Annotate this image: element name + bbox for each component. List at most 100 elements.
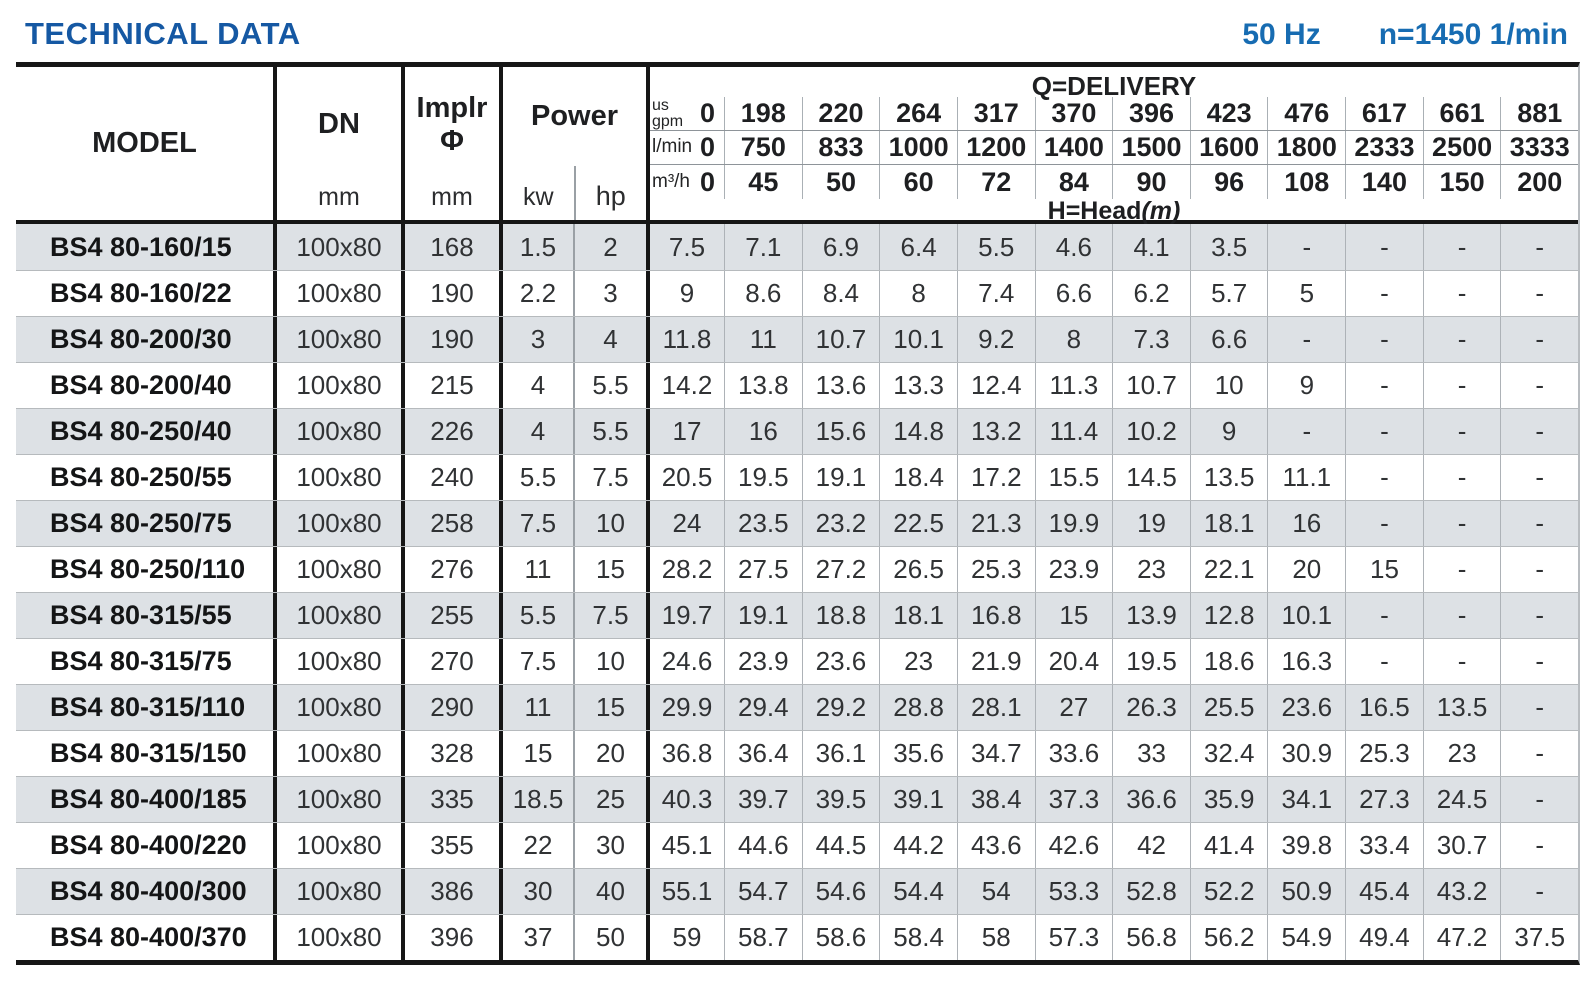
head-value-cell: -	[1535, 876, 1545, 906]
model-cell: BS4 80-400/185	[16, 777, 277, 822]
speed-label: n=1450 1/min	[1378, 18, 1568, 51]
flow-unit-label: m³/h	[652, 170, 690, 192]
head-value-cell: 39.7	[725, 777, 803, 822]
head-value-cell: 23.2	[803, 501, 881, 546]
head-value-cell: 5.7	[1191, 271, 1269, 316]
dn-cell: 100x80	[277, 777, 405, 822]
head-value-cell: -	[1535, 692, 1545, 722]
head-value-cell: -	[1346, 501, 1424, 546]
head-value-cell: 24.5	[1424, 777, 1502, 822]
head-value-cell: 5	[1268, 271, 1347, 316]
head-value-cell: -	[1424, 271, 1502, 316]
head-value-cell: 22.5	[880, 501, 958, 546]
head-value-cell: -	[1424, 455, 1502, 500]
impeller-cell: 190	[405, 317, 503, 362]
head-row-label: H=Head(m)	[650, 197, 1578, 225]
flow-unit-label: l/min	[652, 136, 693, 158]
flow-unit-row: m³/h 0 45 50 60 72 84 90 96 108 140 150 200	[650, 165, 1578, 199]
head-value-cell: 10	[1191, 363, 1269, 408]
head-value-cell: 14.8	[880, 409, 958, 454]
head-value-cell: -	[1424, 639, 1502, 684]
head-value-cell: 35.9	[1191, 777, 1269, 822]
dn-cell: 100x80	[277, 271, 405, 316]
head-value-cell: 44.6	[725, 823, 803, 868]
head-value-cell: -	[1424, 501, 1502, 546]
flow-value-cell: 881	[1517, 98, 1563, 128]
flow-value-cell: 198	[725, 97, 803, 130]
head-value-cell: -	[1535, 508, 1545, 538]
head-value-cell: 52.2	[1191, 869, 1269, 914]
head-value-cell: 21.3	[958, 501, 1036, 546]
head-value-cell: 10.2	[1113, 409, 1191, 454]
head-value-cell: 11.1	[1268, 455, 1347, 500]
flow-first-cell: l/min 0	[650, 131, 725, 164]
flow-value-cell: 423	[1191, 97, 1269, 130]
head-value-cell: 24.6	[650, 639, 725, 684]
head-value-cell: 28.8	[880, 685, 958, 730]
table-header: MODEL DN mm Implr Φ mm Power kw hp Q=DEL…	[16, 67, 1578, 224]
power-hp-cell: 40	[575, 869, 650, 914]
head-value-cell: 13.3	[880, 363, 958, 408]
table-row: BS4 80-400/185 100x80 335 18.5 25 40.3 39.7 39.…	[16, 776, 1578, 822]
head-value-cell: -	[1535, 370, 1545, 400]
head-value-cell: 29.2	[803, 685, 881, 730]
power-hp-cell: 7.5	[575, 455, 650, 500]
power-hp-cell: 25	[575, 777, 650, 822]
head-value-cell: 8	[1036, 317, 1114, 362]
head-value-cell: 15	[1036, 593, 1114, 638]
head-value-cell: 55.1	[650, 869, 725, 914]
head-value-cell: 23.9	[1036, 547, 1114, 592]
technical-data-table: MODEL DN mm Implr Φ mm Power kw hp Q=DEL…	[16, 62, 1580, 965]
head-value-cell: -	[1535, 416, 1545, 446]
head-value-cell: -	[1346, 224, 1424, 270]
head-value-cell: 39.8	[1268, 823, 1347, 868]
head-value-cell: 52.8	[1113, 869, 1191, 914]
head-value-cell: 56.2	[1191, 915, 1269, 960]
head-value-cell: -	[1535, 231, 1545, 262]
flow-value-cell: 1500	[1113, 131, 1191, 164]
head-value-cell: 23.9	[725, 639, 803, 684]
delivery-title: Q=DELIVERY	[1031, 71, 1197, 101]
head-value-cell: 8.6	[725, 271, 803, 316]
flow-value-cell: 833	[803, 131, 881, 164]
model-cell: BS4 80-400/370	[16, 915, 277, 960]
impeller-cell: 258	[405, 501, 503, 546]
head-value-cell: 23	[1424, 731, 1502, 776]
table-row: BS4 80-400/370 100x80 396 37 50 59 58.7 58.6 58.…	[16, 914, 1578, 960]
head-value-cell: 17	[650, 409, 725, 454]
head-value-cell: -	[1535, 738, 1545, 768]
head-value-cell: 8.4	[803, 271, 881, 316]
dn-cell: 100x80	[277, 224, 405, 270]
dn-cell: 100x80	[277, 363, 405, 408]
head-value-cell: 18.1	[880, 593, 958, 638]
delivery-header-section: Q=DELIVERY us gpm 0 198 220 264 317 370 396 423 4…	[650, 67, 1578, 225]
flow-value-cell: 264	[880, 97, 958, 130]
top-bar: TECHNICAL DATA 50 Hz n=1450 1/min	[0, 0, 1596, 62]
dn-cell: 100x80	[277, 869, 405, 914]
head-value-cell: -	[1346, 639, 1424, 684]
head-value-cell: 17.2	[958, 455, 1036, 500]
power-kw-cell: 4	[503, 409, 575, 454]
head-title: H=Head	[1047, 197, 1142, 225]
head-value-cell: 16.3	[1268, 639, 1347, 684]
head-value-cell: 23	[880, 639, 958, 684]
flow-value-cell: 108	[1268, 165, 1347, 199]
head-value-cell: 13.6	[803, 363, 881, 408]
dn-cell: 100x80	[277, 731, 405, 776]
power-kw-cell: 15	[503, 731, 575, 776]
head-value-cell: -	[1424, 224, 1502, 270]
head-value-cell: 30.9	[1268, 731, 1347, 776]
head-value-cell: 39.1	[880, 777, 958, 822]
impeller-cell: 215	[405, 363, 503, 408]
head-value-cell: 15.6	[803, 409, 881, 454]
flow-value-cell: 1400	[1036, 131, 1114, 164]
impeller-cell: 290	[405, 685, 503, 730]
kw-unit-label: kw	[522, 183, 554, 211]
head-value-cell: 57.3	[1036, 915, 1114, 960]
flow-value-cell: 661	[1424, 97, 1502, 130]
power-kw-cell: 5.5	[503, 455, 575, 500]
flow-rows: us gpm 0 198 220 264 317 370 396 423 476 617 661 881…	[650, 97, 1578, 199]
head-value-cell: -	[1346, 317, 1424, 362]
table-row: BS4 80-315/55 100x80 255 5.5 7.5 19.7 19.1 18.8…	[16, 592, 1578, 638]
